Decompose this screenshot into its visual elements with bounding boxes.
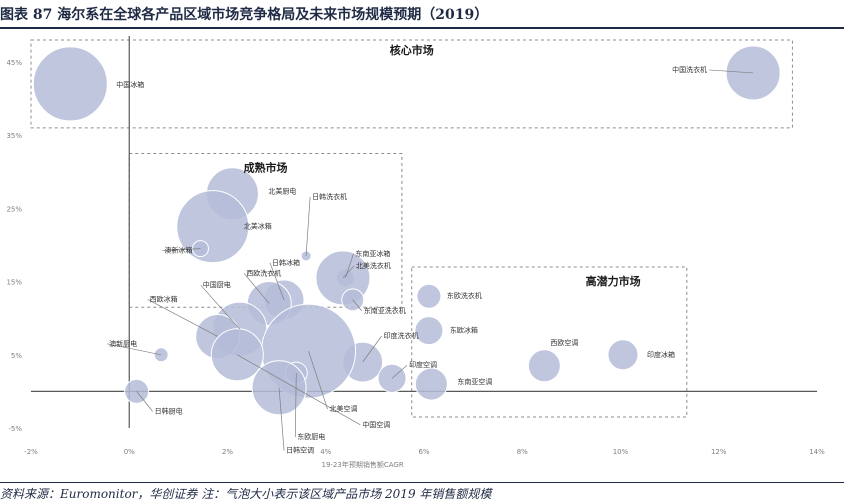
leader-line xyxy=(305,196,311,256)
point-label: 东南亚冰箱 xyxy=(355,249,390,258)
leader-line xyxy=(308,351,328,410)
source-rule xyxy=(0,482,844,483)
x-tick-label: 14% xyxy=(809,448,825,456)
point-label: 澳新冰箱 xyxy=(164,246,192,255)
y-tick-label: 15% xyxy=(6,279,22,287)
leader-layer xyxy=(107,69,754,451)
leader-line xyxy=(237,354,361,426)
x-tick-label: 12% xyxy=(711,448,727,456)
point-label: 日韩冰箱 xyxy=(272,258,300,267)
point-label: 北美冰箱 xyxy=(244,222,272,231)
leader-line xyxy=(269,262,285,301)
bubble-layer xyxy=(32,45,781,416)
leader-line xyxy=(342,265,355,279)
point-label: 西欧冰箱 xyxy=(150,294,178,303)
point-label: 印度空调 xyxy=(409,360,437,369)
x-tick-label: 4% xyxy=(320,448,331,456)
point-label: 北美厨电 xyxy=(268,187,296,196)
leader-line xyxy=(391,364,408,379)
leader-line xyxy=(243,273,270,304)
leader-line xyxy=(709,69,754,74)
region-box xyxy=(411,266,688,418)
region-label: 成熟市场 xyxy=(244,160,288,174)
source-note: 资料来源：Euromonitor，华创证券 注：气泡大小表示该区域产品市场 20… xyxy=(0,487,492,501)
point-label: 西欧空调 xyxy=(550,338,578,347)
bubble-point xyxy=(607,339,639,371)
y-tick-label: 45% xyxy=(6,59,22,67)
point-label: 日韩洗衣机 xyxy=(312,192,347,201)
point-label: 东欧洗衣机 xyxy=(447,291,482,300)
point-label: 澳新厨电 xyxy=(109,339,137,348)
leader-line xyxy=(278,387,285,451)
title-rule xyxy=(0,27,844,29)
y-tick-label: 5% xyxy=(11,352,22,360)
leader-line xyxy=(162,248,201,251)
point-label: 北美空调 xyxy=(330,404,358,413)
x-axis-title: 19-23年预期销售额CAGR xyxy=(322,460,404,469)
leader-line xyxy=(147,299,218,337)
leader-line xyxy=(107,343,162,356)
point-label: 日韩空调 xyxy=(286,446,314,455)
point-label: 日韩厨电 xyxy=(155,406,183,415)
point-label: 中国空调 xyxy=(362,420,390,429)
point-label: 中国洗衣机 xyxy=(672,65,707,74)
point-label: 中国厨电 xyxy=(203,280,231,289)
bubble-point xyxy=(414,316,444,346)
bubble-point xyxy=(527,349,561,383)
point-label: 印度冰箱 xyxy=(647,350,675,359)
region-box xyxy=(30,39,793,129)
bubble-point xyxy=(32,46,108,122)
bubble-point xyxy=(416,283,442,309)
point-label: 东南亚洗衣机 xyxy=(364,306,406,315)
point-label: 东欧厨电 xyxy=(297,432,325,441)
x-tick-label: 10% xyxy=(613,448,629,456)
tick-layer: -2% 0% 2% 4% 6% 8% 10% 12% 14% -5% 5% 15% 25% 35% 45% 1… xyxy=(6,59,825,469)
bubble-point xyxy=(414,367,448,401)
y-tick-label: -5% xyxy=(8,425,22,433)
region-label: 核心市场 xyxy=(390,43,434,57)
leader-line xyxy=(362,335,382,363)
point-label: 北美洗衣机 xyxy=(356,261,391,270)
leader-line xyxy=(200,284,241,330)
leader-line xyxy=(294,373,297,438)
x-tick-label: 0% xyxy=(124,448,135,456)
figure-title: 图表 87 海尔系在全球各产品区域市场竞争格局及未来市场规模预期（2019） xyxy=(0,7,489,23)
leader-line xyxy=(136,391,153,412)
y-tick-label: 25% xyxy=(6,205,22,213)
x-tick-label: 2% xyxy=(222,448,233,456)
region-label: 高潜力市场 xyxy=(586,274,641,288)
x-tick-label: 6% xyxy=(418,448,429,456)
x-tick-label: -2% xyxy=(24,448,38,456)
point-label: 中国冰箱 xyxy=(116,80,144,89)
leader-line xyxy=(352,299,363,312)
y-tick-label: 35% xyxy=(6,132,22,140)
x-tick-label: 8% xyxy=(517,448,528,456)
point-label: 东欧冰箱 xyxy=(450,326,478,335)
point-label: 印度洗衣机 xyxy=(384,331,419,340)
point-label: 西欧洗衣机 xyxy=(246,269,281,278)
point-label: 东南亚空调 xyxy=(457,377,492,386)
